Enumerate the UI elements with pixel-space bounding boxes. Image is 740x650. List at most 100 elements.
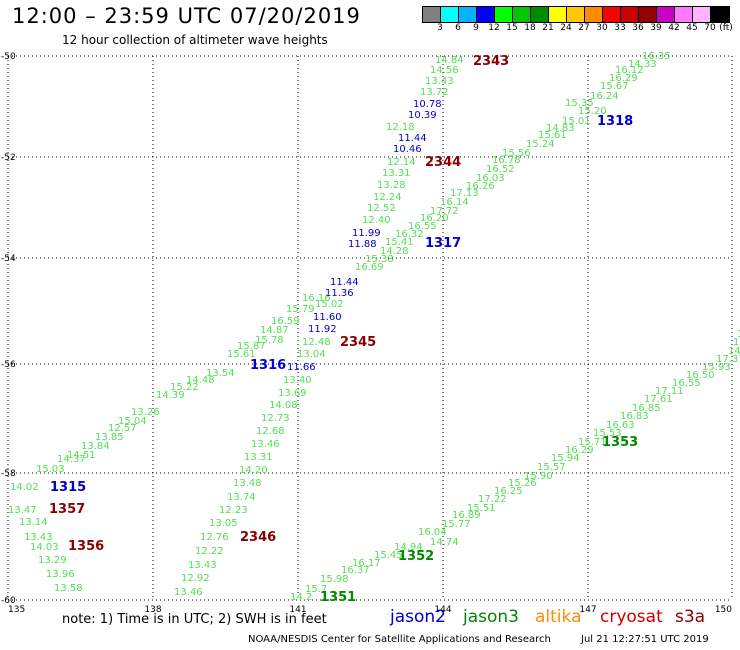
wave-height-value: 16.55 (408, 221, 437, 232)
wave-height-value: 15.61 (538, 130, 567, 141)
wave-height-value: 17.13 (450, 188, 479, 199)
longitude-tick-label: 138 (144, 605, 161, 615)
pass-number-label: 1317 (425, 236, 461, 251)
latitude-tick-label: -50 (1, 52, 16, 62)
wave-height-value: 16.55 (672, 378, 701, 389)
colorbar-label: 15 (506, 23, 518, 33)
wave-height-value: 13.40 (283, 375, 312, 386)
map-grid (7, 55, 733, 601)
wave-height-value: 16.29 (609, 73, 638, 84)
wave-height-value: 12.22 (195, 546, 224, 557)
pass-number-label: 1318 (597, 114, 633, 129)
longitude-tick-label: 150 (715, 605, 732, 615)
wave-height-value: 15.79 (286, 304, 315, 315)
wave-height-value: 15.71 (578, 437, 607, 448)
colorbar-swatch (459, 7, 477, 22)
colorbar (422, 6, 730, 23)
wave-height-value: 15.22 (170, 382, 199, 393)
wave-height-value: 15.61 (227, 349, 256, 360)
pass-number-label: 2346 (240, 530, 276, 545)
wave-height-value: 11.88 (348, 239, 377, 250)
wave-height-value: 15.7 (305, 584, 327, 595)
wave-height-value: 14.74 (430, 537, 459, 548)
colorbar-label: 70 (704, 23, 716, 33)
wave-height-value: 12.14 (387, 157, 416, 168)
wave-height-value: 15.04 (118, 416, 147, 427)
wave-height-value: 11.66 (287, 362, 316, 373)
colorbar-label: 45 (686, 23, 698, 33)
wave-height-value: 16.25 (494, 486, 523, 497)
wave-height-value: 13.31 (382, 168, 411, 179)
wave-height-value: 16.17 (352, 558, 381, 569)
wave-height-value: 16.14 (440, 197, 469, 208)
wave-height-value: 14.83 (546, 123, 575, 134)
pass-number-label: 1352 (398, 549, 434, 564)
wave-height-value: 15.24 (526, 139, 555, 150)
wave-height-value: 16.52 (486, 164, 515, 175)
pass-number-label: 2345 (340, 335, 376, 350)
wave-height-value: 16.16 (302, 293, 331, 304)
wave-height-value: 16.59 (271, 316, 300, 327)
wave-height-value: 13.43 (425, 76, 454, 87)
wave-height-value: 13.43 (188, 560, 217, 571)
wave-height-value: 15.45 (374, 550, 403, 561)
wave-height-value: 16.32 (395, 229, 424, 240)
latitude-tick-label: -60 (1, 596, 16, 606)
wave-height-value: 14.03 (30, 542, 59, 553)
colorbar-label: 21 (542, 23, 554, 33)
colorbar-label: 12 (488, 23, 500, 33)
colorbar-label: 39 (650, 23, 662, 33)
map-subtitle: 12 hour collection of altimeter wave hei… (62, 33, 328, 47)
colorbar-swatch (513, 7, 531, 22)
pass-number-label: 1356 (68, 539, 104, 554)
wave-height-value: 10.39 (408, 110, 437, 121)
wave-height-value: 14.20 (239, 465, 268, 476)
wave-height-value: 16.69 (355, 262, 384, 273)
pass-number-label: 1357 (49, 502, 85, 517)
wave-height-value: 13.58 (54, 583, 83, 594)
latitude-tick-label: -56 (1, 360, 16, 370)
colorbar-label: 6 (455, 23, 461, 33)
wave-height-value: 15.35 (565, 98, 594, 109)
colorbar-label: 3 (437, 23, 443, 33)
colorbar-label: 18 (524, 23, 536, 33)
wave-height-value: 15.01 (562, 116, 591, 127)
wave-height-value: 17 (737, 329, 740, 340)
wave-height-value: 15.77 (442, 519, 471, 530)
longitude-tick-label: 144 (434, 605, 451, 615)
wave-height-value: 14.2 (290, 592, 312, 603)
wave-height-value: 17.72 (430, 206, 459, 217)
colorbar-swatch (477, 7, 495, 22)
pass-number-label: 1353 (602, 435, 638, 450)
wave-height-value: 12.57 (108, 423, 137, 434)
wave-height-value: 14.33 (628, 59, 657, 70)
wave-height-value: 16.29 (565, 445, 594, 456)
wave-height-value: 13.31 (244, 452, 273, 463)
note-text: note: 1) Time is in UTC; 2) SWH is in fe… (62, 612, 327, 627)
longitude-tick-label: 147 (579, 605, 596, 615)
colorbar-swatch (495, 7, 513, 22)
wave-height-value: 15.41 (385, 237, 414, 248)
wave-height-value: 16.89 (452, 510, 481, 521)
wave-height-value: 15.67 (600, 81, 629, 92)
wave-height-value: 11.60 (313, 312, 342, 323)
wave-height-value: 12.73 (261, 413, 290, 424)
wave-height-value: 15.53 (593, 428, 622, 439)
wave-height-value: 12.40 (362, 215, 391, 226)
wave-height-value: 16.24 (590, 91, 619, 102)
wave-height-value: 16.3 (733, 337, 740, 348)
wave-height-value: 12.18 (386, 122, 415, 133)
wave-height-value: 16.50 (686, 370, 715, 381)
wave-height-value: 13.85 (95, 432, 124, 443)
wave-height-value: 16.85 (632, 403, 661, 414)
wave-height-value: 15.38 (365, 254, 394, 265)
wave-height-value: 15.56 (502, 148, 531, 159)
wave-height-value: 16.26 (466, 181, 495, 192)
pass-number-label: 1351 (320, 590, 356, 605)
wave-height-value: 16.35 (642, 51, 671, 62)
wave-height-value: 11.99 (352, 228, 381, 239)
legend-item-s3a: s3a (675, 607, 706, 627)
wave-height-value: 13.72 (420, 87, 449, 98)
timestamp-text: Jul 21 12:27:51 UTC 2019 (581, 634, 709, 645)
